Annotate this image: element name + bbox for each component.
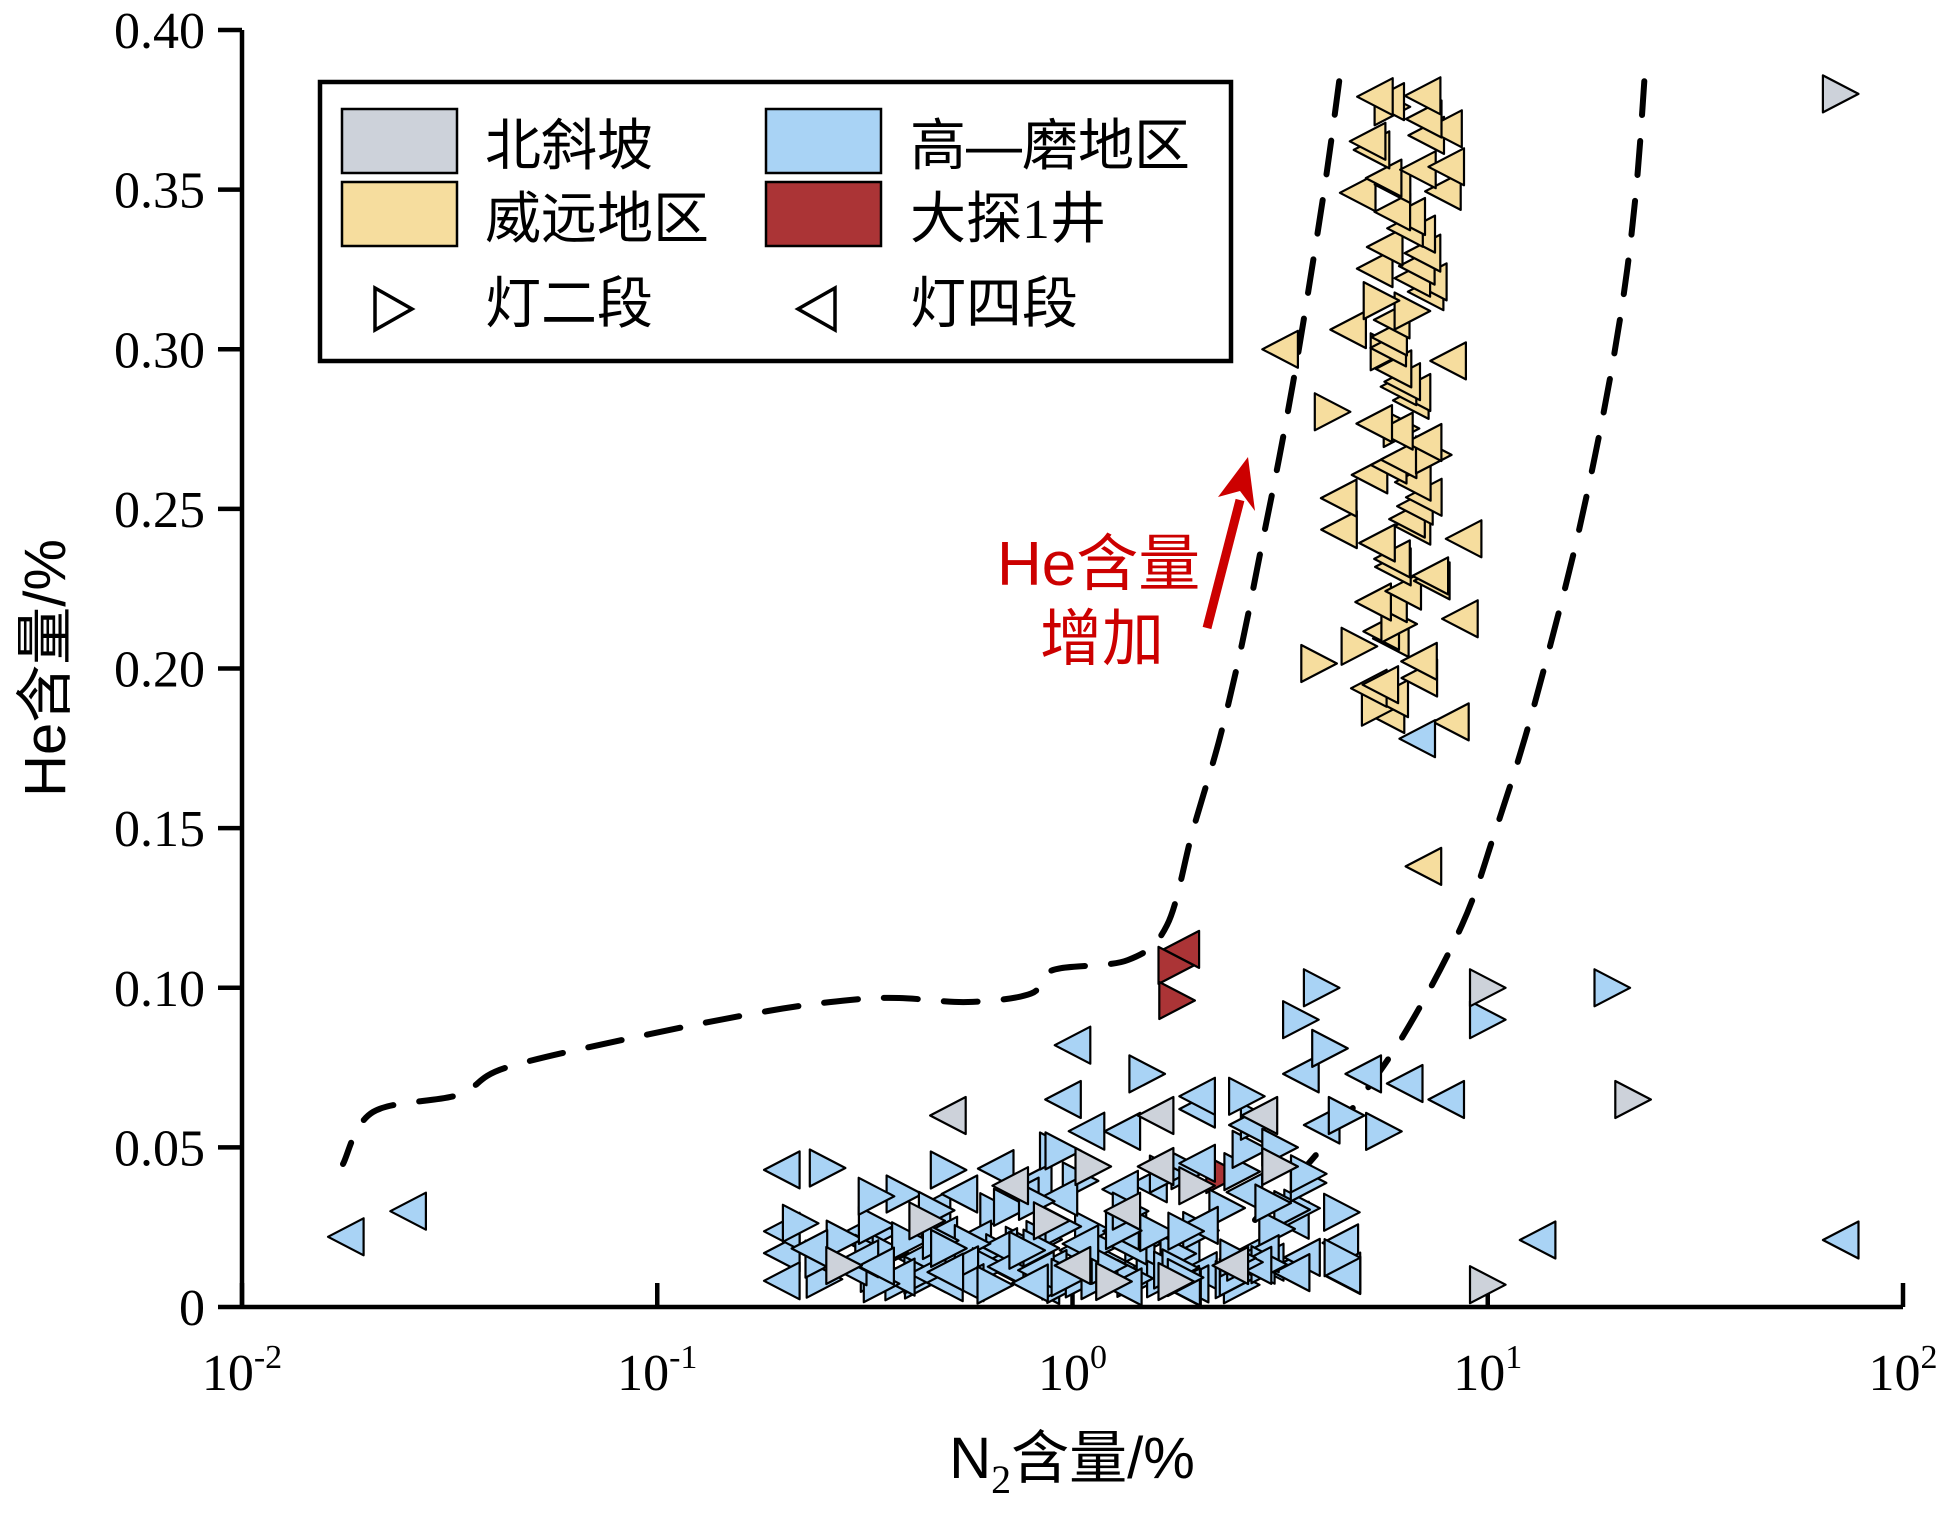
svg-text:灯四段: 灯四段 <box>910 272 1078 335</box>
svg-text:0.05: 0.05 <box>114 1120 205 1177</box>
svg-text:He含量/%: He含量/% <box>13 539 78 797</box>
svg-text:北斜坡: 北斜坡 <box>485 114 653 177</box>
svg-text:101: 101 <box>1453 1339 1522 1402</box>
svg-text:0.35: 0.35 <box>114 163 205 220</box>
svg-text:威远地区: 威远地区 <box>485 187 709 250</box>
svg-text:He含量: He含量 <box>997 530 1200 599</box>
svg-text:N2含量/%: N2含量/% <box>949 1426 1195 1502</box>
svg-text:0.30: 0.30 <box>114 322 205 379</box>
svg-text:增加: 增加 <box>1040 605 1164 674</box>
svg-text:0.10: 0.10 <box>114 961 205 1018</box>
svg-text:10-2: 10-2 <box>202 1339 282 1402</box>
svg-text:0.25: 0.25 <box>114 482 205 539</box>
svg-text:0.20: 0.20 <box>114 642 205 699</box>
svg-text:100: 100 <box>1038 1339 1107 1402</box>
svg-text:高—磨地区: 高—磨地区 <box>910 114 1190 177</box>
svg-text:10-1: 10-1 <box>617 1339 697 1402</box>
svg-text:大探1井: 大探1井 <box>910 187 1106 251</box>
svg-text:102: 102 <box>1869 1339 1938 1402</box>
svg-text:0: 0 <box>179 1280 205 1337</box>
svg-text:0.40: 0.40 <box>114 3 205 60</box>
svg-text:0.15: 0.15 <box>114 801 205 858</box>
svg-text:灯二段: 灯二段 <box>485 272 653 335</box>
